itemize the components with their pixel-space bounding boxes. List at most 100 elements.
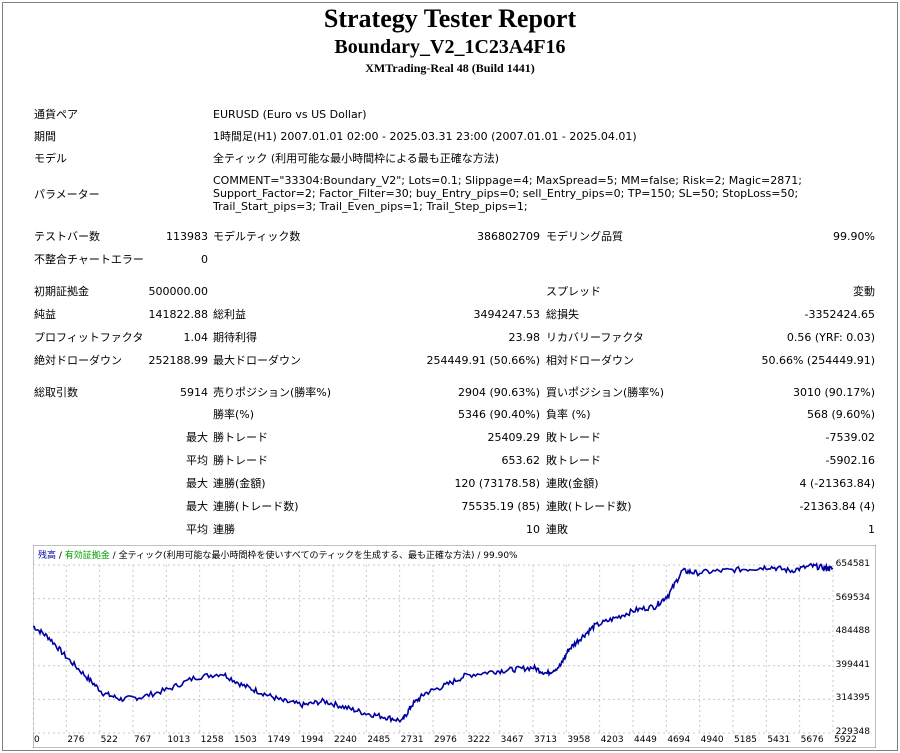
legend-sep1: / xyxy=(56,551,65,561)
y-tick-label: 484488 xyxy=(835,626,870,637)
x-tick-label: 5185 xyxy=(734,735,757,745)
y-tick-label: 399441 xyxy=(835,659,870,670)
max-consec-loss-label: 連敗(金額) xyxy=(546,477,599,490)
x-tick-label: 767 xyxy=(134,735,152,745)
max-key: 最大 xyxy=(186,500,208,513)
short-value: 2904 (90.63%) xyxy=(457,386,540,399)
row-bars: テストバー数 113983 モデルティック数 386802709 モデリング品質… xyxy=(0,229,900,245)
row-max-consec-amt: 最大 連勝(トレード数) 75535.19 (85) 連敗(トレード数) -21… xyxy=(0,499,900,515)
x-tick-label: 1749 xyxy=(267,735,291,745)
x-tick-label: 2240 xyxy=(334,735,357,745)
legend-equity: 有効証拠金 xyxy=(64,551,110,561)
max-key: 最大 xyxy=(186,477,208,490)
y-tick-label: 314395 xyxy=(835,693,870,704)
row-average: 平均 勝トレード 653.62 敗トレード -5902.16 xyxy=(0,453,900,469)
model-value: 全ティック (利用可能な最小時間枠による最も正確な方法) xyxy=(213,152,500,165)
row-period: 期間 1時間足(H1) 2007.01.01 02:00 - 2025.03.3… xyxy=(0,129,900,145)
server-build: XMTrading-Real 48 (Build 1441) xyxy=(365,61,535,75)
x-tick-label: 5922 xyxy=(834,735,857,745)
x-tick-label: 1013 xyxy=(167,735,191,745)
net-value: 141822.88 xyxy=(148,308,209,321)
legend-balance: 残高 xyxy=(38,551,57,561)
loss-rate-label: 負率 (%) xyxy=(546,408,591,421)
x-tick-label: 276 xyxy=(67,735,85,745)
row-symbol: 通貨ペア EURUSD (Euro vs US Dollar) xyxy=(0,107,900,123)
trades-value: 5914 xyxy=(180,386,208,399)
win-rate-value: 5346 (90.40%) xyxy=(457,408,540,421)
x-tick-label: 3467 xyxy=(500,735,524,745)
ticks-value: 386802709 xyxy=(477,230,540,243)
ticks-label: モデルティック数 xyxy=(213,230,301,243)
symbol-value: EURUSD (Euro vs US Dollar) xyxy=(213,108,367,121)
params-label: パラメーター xyxy=(34,188,100,201)
deposit-value: 500000.00 xyxy=(148,285,209,298)
period-value: 1時間足(H1) 2007.01.01 02:00 - 2025.03.31 2… xyxy=(213,130,637,143)
abs-dd-label: 絶対ドローダウン xyxy=(34,354,122,367)
x-tick-label: 5431 xyxy=(767,735,791,745)
legend-model: 全ティック(利用可能な最小時間枠を使いすべてのティックを生成する、最も正確な方法… xyxy=(118,551,475,561)
rel-dd-value: 50.66% (254449.91) xyxy=(761,354,875,367)
recovery-label: リカバリーファクタ xyxy=(546,331,644,344)
x-tick-label: 3958 xyxy=(567,735,591,745)
x-tick-label: 522 xyxy=(100,735,118,745)
loss-rate-value: 568 (9.60%) xyxy=(806,408,875,421)
gross-profit-value: 3494247.53 xyxy=(473,308,540,321)
deposit-label: 初期証拠金 xyxy=(34,285,89,298)
max-key: 最大 xyxy=(186,431,208,444)
spread-value: 変動 xyxy=(853,285,875,298)
long-value: 3010 (90.17%) xyxy=(792,386,875,399)
y-tick-label: 229348 xyxy=(835,727,870,737)
gross-loss-value: -3352424.65 xyxy=(804,308,875,321)
ea-name: Boundary_V2_1C23A4F16 xyxy=(334,36,566,58)
avg-consec-win-label: 連勝 xyxy=(213,523,235,536)
x-tick-label: 2976 xyxy=(434,735,457,745)
balance-series-line xyxy=(33,561,834,724)
avg-consec-loss-value: 1 xyxy=(868,523,875,536)
max-consec-profit-label: 連勝(トレード数) xyxy=(213,500,299,513)
x-tick-label: 3222 xyxy=(467,735,491,745)
symbol-label: 通貨ペア xyxy=(34,108,78,121)
legend-sep2: / xyxy=(109,551,119,561)
row-net: 純益 141822.88 総利益 3494247.53 総損失 -3352424… xyxy=(0,307,900,323)
rel-dd-label: 相対ドローダウン xyxy=(546,354,634,367)
max-consec-lossamt-label: 連敗(トレード数) xyxy=(546,500,632,513)
abs-dd-value: 252188.99 xyxy=(148,354,209,367)
x-tick-label: 2485 xyxy=(367,735,391,745)
row-max-consec: 最大 連勝(金額) 120 (73178.58) 連敗(金額) 4 (-2136… xyxy=(0,476,900,492)
max-consec-win-label: 連勝(金額) xyxy=(213,477,266,490)
expected-label: 期待利得 xyxy=(213,331,257,344)
x-tick-label: 2731 xyxy=(400,735,424,745)
short-label: 売りポジション(勝率%) xyxy=(213,386,332,399)
mismatch-label: 不整合チャートエラー xyxy=(34,253,144,266)
max-consec-loss-value: 4 (-21363.84) xyxy=(799,477,875,490)
x-tick-label: 1258 xyxy=(200,735,224,745)
x-tick-label: 4203 xyxy=(600,735,624,745)
max-dd-value: 254449.91 (50.66%) xyxy=(426,354,540,367)
max-dd-label: 最大ドローダウン xyxy=(213,354,301,367)
mismatch-value: 0 xyxy=(201,253,208,266)
avg-consec-loss-label: 連敗 xyxy=(546,523,568,536)
chart-grid xyxy=(33,564,834,734)
row-model: モデル 全ティック (利用可能な最小時間枠による最も正確な方法) xyxy=(0,151,900,167)
x-tick-label: 1994 xyxy=(300,735,324,745)
avg-loss-label: 敗トレード xyxy=(546,454,601,467)
x-tick-label: 3713 xyxy=(534,735,557,745)
max-consec-lossamt-value: -21363.84 (4) xyxy=(799,500,875,513)
largest-win-value: 25409.29 xyxy=(487,431,541,444)
pf-label: プロフィットファクタ xyxy=(34,331,144,344)
avg-key: 平均 xyxy=(186,523,208,536)
pf-value: 1.04 xyxy=(183,331,209,344)
max-consec-profit-value: 75535.19 (85) xyxy=(461,500,540,513)
gross-profit-label: 総利益 xyxy=(213,308,246,321)
row-params: パラメーター xyxy=(0,187,900,203)
y-tick-label: 654581 xyxy=(835,559,870,569)
x-tick-label: 0 xyxy=(34,735,40,745)
max-consec-win-value: 120 (73178.58) xyxy=(454,477,540,490)
report-title: Strategy Tester Report xyxy=(323,4,577,33)
row-mismatch: 不整合チャートエラー 0 xyxy=(0,252,900,268)
balance-chart xyxy=(33,545,876,748)
long-label: 買いポジション(勝率%) xyxy=(546,386,665,399)
legend-quality: / 99.90% xyxy=(474,551,518,561)
quality-label: モデリング品質 xyxy=(546,230,623,243)
row-deposit: 初期証拠金 500000.00 スプレッド 変動 xyxy=(0,284,900,300)
